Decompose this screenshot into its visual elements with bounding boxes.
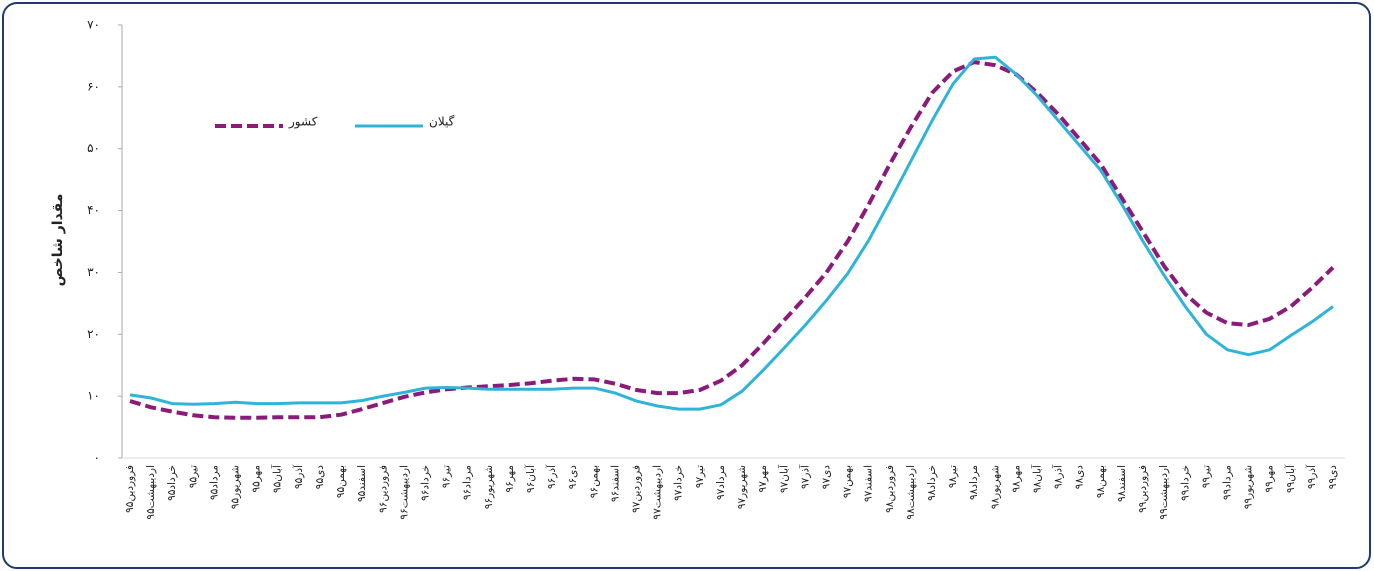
x-tick-label: تیر۹۸	[947, 465, 959, 488]
x-tick-label: آذر۹۹	[1305, 464, 1318, 489]
x-tick-label: تیر۹۵	[187, 465, 199, 488]
x-tick-label: اسفند۹۷	[863, 465, 875, 502]
x-tick-label: تیر۹۶	[441, 465, 453, 488]
x-tick-label: بهمن۹۷	[842, 465, 854, 498]
x-tick-label: مرداد۹۸	[968, 465, 980, 500]
legend-label: گیلان	[429, 115, 455, 129]
x-tick-label: آبان۹۹	[1284, 464, 1297, 493]
x-tick-label: شهریور۹۷	[736, 465, 748, 509]
x-tick-label: دی۹۶	[567, 465, 579, 489]
x-tick-label: بهمن۹۶	[588, 465, 600, 498]
x-tick-label: اردیبهشت۹۷	[652, 465, 664, 520]
y-tick-label: ۴۰	[87, 203, 100, 217]
y-tick-label: ۷۰	[87, 18, 100, 32]
x-tick-label: اسفند۹۸	[1116, 465, 1128, 502]
x-tick-label: تیر۹۹	[1200, 465, 1212, 488]
x-tick-label: آبان۹۶	[524, 464, 537, 493]
y-tick-label: ۰	[94, 451, 100, 465]
y-tick-label: ۱۰	[87, 389, 100, 403]
x-tick-label: اسفند۹۵	[356, 465, 368, 502]
x-tick-label: آذر۹۵	[292, 464, 305, 489]
y-tick-label: ۶۰	[87, 79, 100, 93]
x-tick-label: فروردین۹۷	[631, 465, 643, 513]
x-tick-label: آبان۹۸	[1031, 464, 1044, 493]
x-tick-label: اردیبهشت۹۹	[1158, 465, 1170, 520]
x-tick-label: مرداد۹۵	[208, 465, 220, 500]
x-tick-label: آذر۹۶	[545, 464, 558, 489]
x-tick-label: آذر۹۷	[798, 464, 811, 489]
x-tick-label: بهمن۹۸	[1095, 465, 1107, 498]
x-tick-label: شهریور۹۸	[989, 465, 1001, 509]
x-tick-label: فروردین۹۸	[884, 465, 896, 513]
x-tick-label: شهریور۹۵	[230, 465, 242, 509]
y-tick-label: ۳۰	[87, 265, 100, 279]
x-tick-label: آذر۹۸	[1052, 464, 1065, 489]
x-tick-label: خرداد۹۸	[926, 465, 938, 501]
data-line	[129, 60, 1335, 420]
x-tick-label: دی۹۸	[1074, 465, 1086, 489]
x-tick-label: فروردین۹۶	[377, 465, 389, 513]
x-tick-label: دی۹۹	[1327, 465, 1339, 489]
x-tick-label: تیر۹۷	[694, 465, 706, 488]
x-tick-label: بهمن۹۵	[335, 465, 347, 498]
y-tick-label: ۲۰	[87, 327, 100, 341]
data-line	[129, 55, 1334, 411]
x-tick-label: آبان۹۷	[777, 464, 790, 493]
x-tick-label: شهریور۹۶	[483, 465, 495, 509]
x-tick-label: اردیبهشت۹۵	[145, 465, 157, 520]
x-tick-label: خرداد۹۷	[673, 465, 685, 501]
x-tick-label: مرداد۹۶	[462, 465, 474, 500]
y-axis-label: مقدار شاخص	[50, 194, 66, 287]
x-tick-label: فروردین۹۵	[124, 465, 136, 513]
x-tick-label: دی۹۵	[314, 465, 326, 489]
x-tick-label: اردیبهشت۹۸	[905, 465, 917, 520]
legend-label: کشور	[288, 115, 318, 130]
x-tick-label: مهر۹۵	[251, 465, 263, 493]
x-tick-label: اردیبهشت۹۶	[398, 465, 410, 520]
x-tick-label: فروردین۹۹	[1137, 465, 1149, 513]
x-tick-label: شهریور۹۹	[1243, 465, 1255, 509]
x-tick-label: مهر۹۹	[1264, 465, 1276, 493]
x-tick-label: مرداد۹۹	[1221, 465, 1233, 500]
x-tick-label: خرداد۹۹	[1179, 465, 1191, 501]
x-tick-label: مهر۹۷	[757, 465, 769, 493]
y-tick-label: ۵۰	[87, 141, 100, 155]
x-tick-label: مهر۹۸	[1010, 465, 1022, 493]
x-tick-label: خرداد۹۶	[419, 465, 431, 501]
x-tick-label: خرداد۹۵	[166, 465, 178, 501]
x-tick-label: دی۹۷	[820, 465, 832, 489]
x-tick-label: اسفند۹۶	[609, 465, 621, 502]
x-tick-label: مهر۹۶	[504, 465, 516, 493]
x-tick-label: مرداد۹۷	[715, 465, 727, 500]
x-tick-label: آبان۹۵	[271, 464, 284, 493]
